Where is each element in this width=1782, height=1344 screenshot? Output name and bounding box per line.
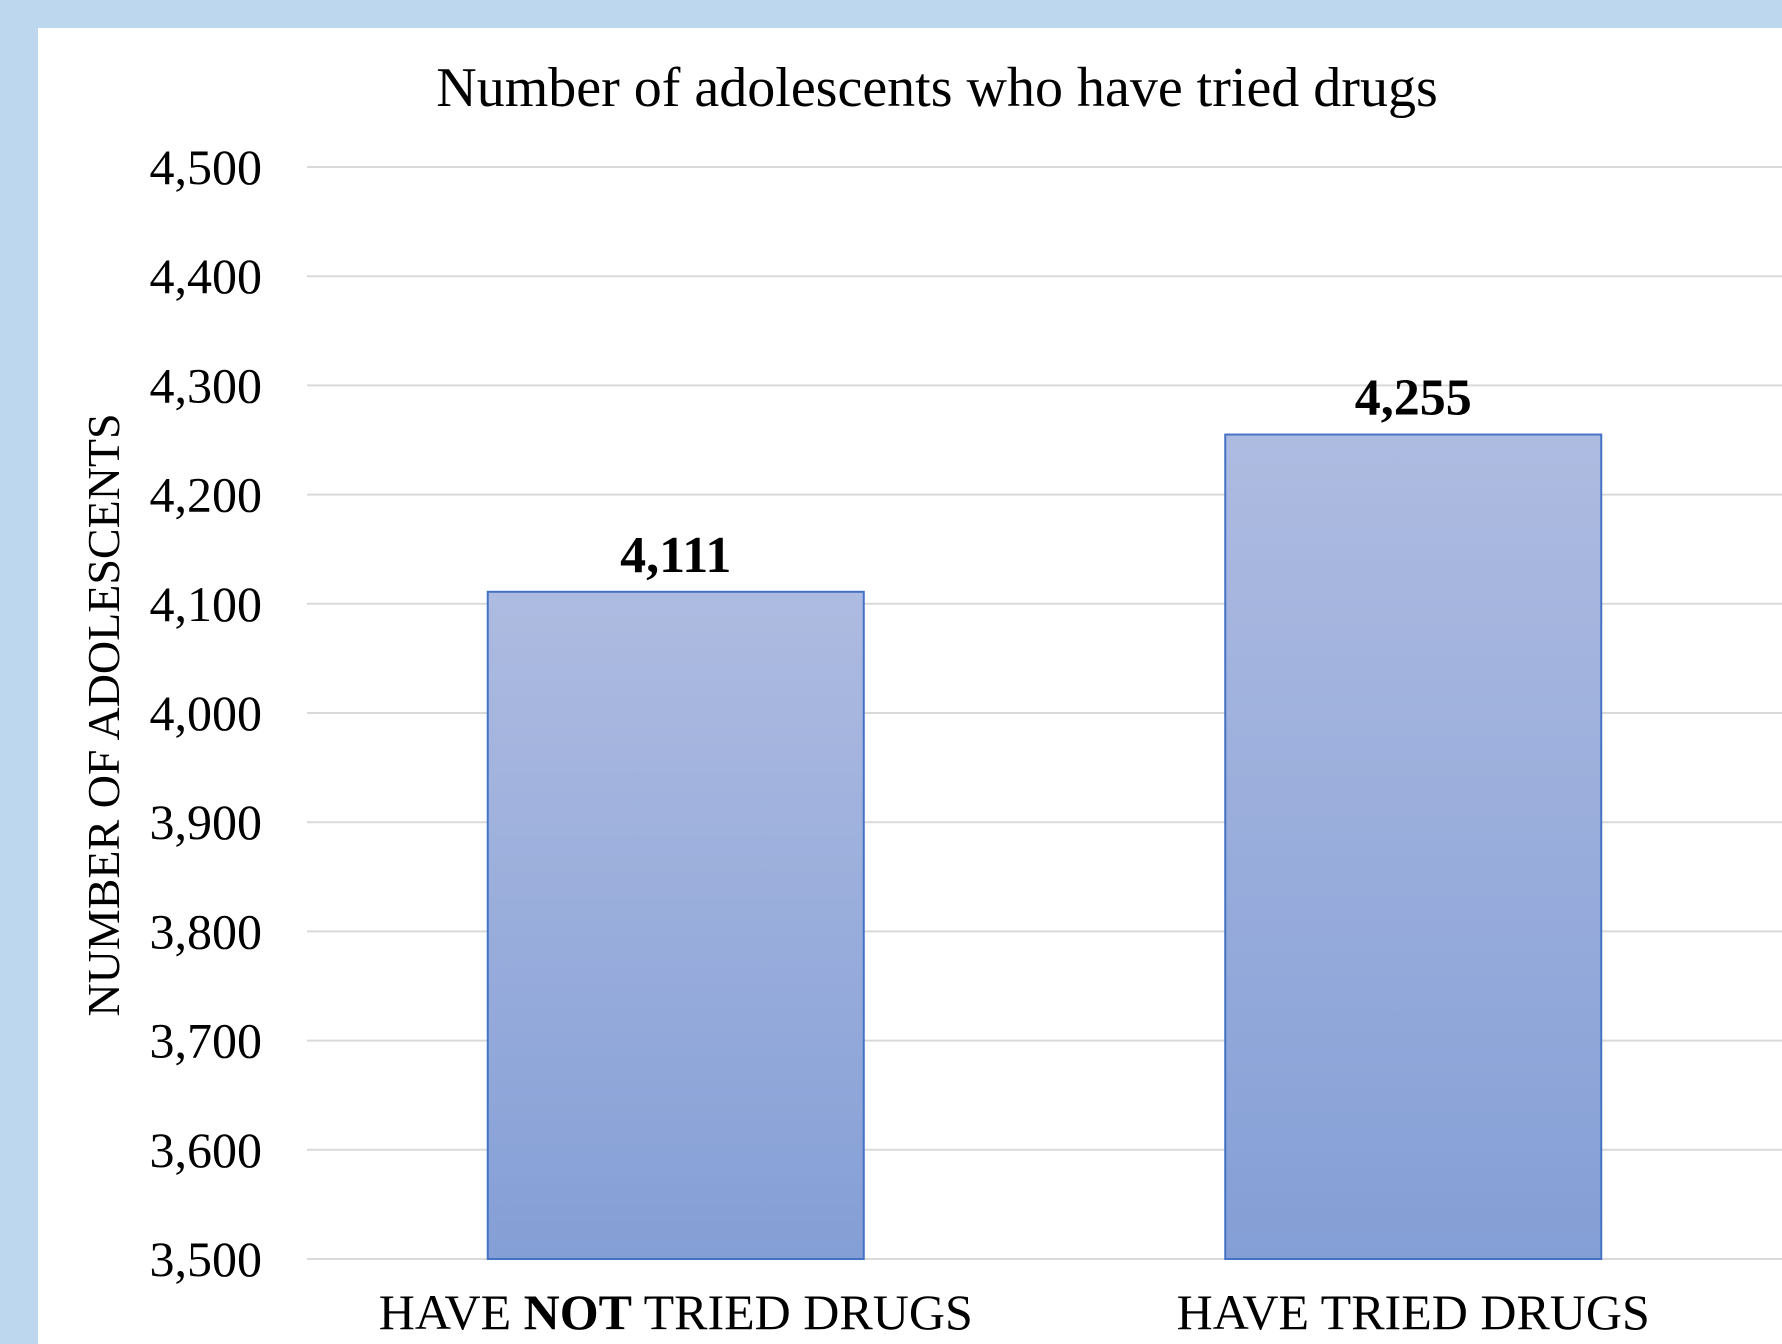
x-category-label-part: HAVE [379, 1284, 524, 1340]
y-tick-label: 3,800 [150, 903, 263, 959]
y-axis-ticks: 3,500 3,600 3,700 3,800 3,900 4,000 4,100 4,200… [150, 139, 263, 1287]
y-tick-label: 3,500 [150, 1231, 263, 1287]
data-labels: 4,111 4,255 [620, 370, 1472, 584]
y-tick-label: 4,500 [150, 139, 263, 195]
y-tick-label: 4,300 [150, 357, 263, 413]
y-tick-label: 4,200 [150, 467, 263, 523]
y-tick-label: 4,100 [150, 576, 263, 632]
y-tick-label: 4,000 [150, 685, 263, 741]
x-axis-categories: HAVE NOT TRIED DRUGS HAVE TRIED DRUGS [379, 1284, 1650, 1340]
bar [1224, 433, 1603, 1261]
data-label: 4,255 [1355, 370, 1472, 427]
x-category-label-part: HAVE TRIED DRUGS [1177, 1284, 1650, 1340]
y-axis-label: NUMBER OF ADOLESCENTS [78, 413, 129, 1016]
y-tick-label: 4,400 [150, 248, 263, 304]
bar [486, 590, 865, 1260]
chart-title: Number of adolescents who have tried dru… [436, 57, 1438, 119]
y-tick-label: 3,700 [150, 1013, 263, 1069]
y-tick-label: 3,600 [150, 1122, 263, 1178]
x-category-label: HAVE TRIED DRUGS [1177, 1284, 1650, 1340]
x-category-label: HAVE NOT TRIED DRUGS [379, 1284, 973, 1340]
x-category-label-part: TRIED DRUGS [632, 1284, 973, 1340]
y-tick-label: 3,900 [150, 794, 263, 850]
bars [486, 433, 1603, 1261]
x-category-label-part: NOT [524, 1284, 632, 1340]
data-label: 4,111 [620, 527, 731, 584]
